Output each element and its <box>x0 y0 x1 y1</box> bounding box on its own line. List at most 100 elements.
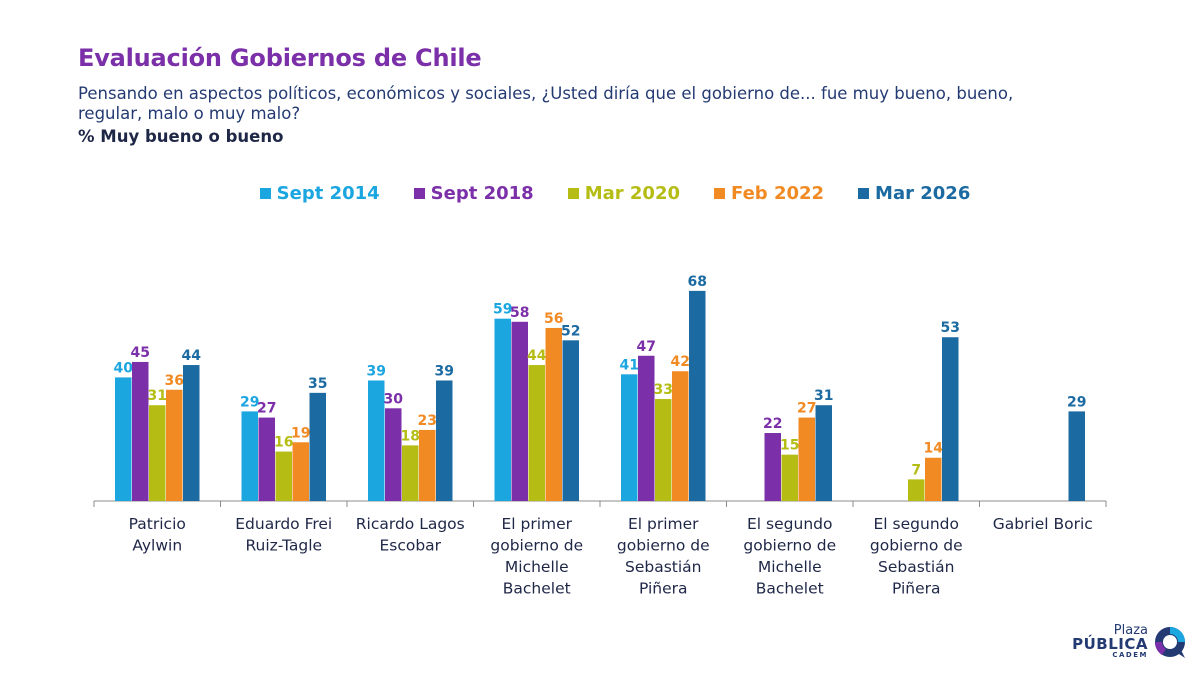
category-label-line: gobierno de <box>743 537 836 555</box>
bar-value-label-3-2: 44 <box>527 348 547 364</box>
category-label-3: El primer gobierno de Michelle Bachelet <box>490 515 583 598</box>
bar-3-1 <box>511 321 528 501</box>
bar-value-label-5-2: 15 <box>780 438 799 454</box>
bar-2-3 <box>419 429 436 501</box>
bar-3-3 <box>545 327 562 501</box>
bar-value-label-1-0: 29 <box>240 394 259 410</box>
bar-3-0 <box>494 318 511 501</box>
bar-value-label-0-1: 45 <box>131 345 150 361</box>
bar-4-4 <box>689 290 706 501</box>
legend-swatch-4 <box>858 187 870 199</box>
category-label-line: Piñera <box>639 580 688 598</box>
category-label-line: Ruiz-Tagle <box>245 537 322 555</box>
chart-title: Evaluación Gobiernos de Chile <box>78 44 482 72</box>
bar-0-1 <box>132 361 149 501</box>
bar-value-label-0-3: 36 <box>165 373 184 389</box>
legend-item-4: Mar 2026 <box>858 183 970 204</box>
plaza-publica-logo: Plaza PÚBLICA CADEM <box>1070 620 1190 665</box>
category-label-line: gobierno de <box>870 537 963 555</box>
bar-value-label-3-0: 59 <box>493 302 512 318</box>
bar-2-2 <box>402 445 419 501</box>
bar-4-0 <box>621 374 638 501</box>
bar-1-4 <box>309 392 326 501</box>
chart-subtitle: Pensando en aspectos políticos, económic… <box>78 84 1014 123</box>
bar-value-label-1-2: 16 <box>274 435 293 451</box>
category-label-line: Piñera <box>892 580 941 598</box>
category-label-line: El segundo <box>874 515 959 533</box>
logo-line-plaza: Plaza <box>1113 623 1148 638</box>
bar-value-label-5-3: 27 <box>797 401 816 417</box>
category-label-6: El segundo gobierno de Sebastián Piñera <box>870 515 963 598</box>
bar-value-label-4-2: 33 <box>654 382 673 398</box>
category-label-line: Eduardo Frei <box>235 515 332 533</box>
bar-0-2 <box>149 405 166 501</box>
bar-value-label-2-0: 39 <box>367 363 386 379</box>
bar-1-1 <box>258 417 275 501</box>
bar-6-4 <box>942 337 959 501</box>
category-label-1: Eduardo Frei Ruiz-Tagle <box>235 515 332 555</box>
category-label-line: Ricardo Lagos <box>356 515 465 533</box>
category-label-line: Sebastián <box>625 558 702 576</box>
bar-value-label-4-3: 42 <box>671 354 690 370</box>
bar-value-label-6-4: 53 <box>941 320 960 336</box>
category-label-line: Escobar <box>379 537 441 555</box>
legend-swatch-3 <box>714 187 726 199</box>
bar-5-3 <box>798 417 815 501</box>
category-label-2: Ricardo Lagos Escobar <box>356 515 465 555</box>
bar-0-4 <box>183 365 200 501</box>
legend-label-1: Sept 2018 <box>430 182 534 204</box>
bar-value-label-3-1: 58 <box>510 305 529 321</box>
bar-4-1 <box>638 355 655 501</box>
bar-2-0 <box>368 380 385 501</box>
category-label-line: El primer <box>501 515 572 533</box>
legend-item-1: Sept 2018 <box>413 182 534 204</box>
legend-swatch-2 <box>567 187 579 199</box>
bar-value-label-4-4: 68 <box>688 274 707 290</box>
bar-2-1 <box>385 408 402 501</box>
legend-swatch-1 <box>413 187 425 199</box>
category-label-line: gobierno de <box>617 537 710 555</box>
bar-3-4 <box>562 340 579 501</box>
bar-1-0 <box>241 411 258 501</box>
legend-swatch-0 <box>259 187 271 199</box>
bar-6-3 <box>925 457 942 501</box>
measure-label: % Muy bueno o bueno <box>78 127 284 146</box>
legend-label-4: Mar 2026 <box>875 182 971 204</box>
category-label-line: Bachelet <box>503 580 571 598</box>
category-label-4: El primer gobierno de Sebastián Piñera <box>617 515 710 598</box>
bar-2-4 <box>436 380 453 501</box>
category-label-line: Sebastián <box>878 558 955 576</box>
legend-label-2: Mar 2020 <box>584 182 681 204</box>
bar-value-label-2-3: 23 <box>418 413 437 429</box>
bar-7-4 <box>1068 411 1085 501</box>
bar-value-label-5-4: 31 <box>814 388 833 404</box>
bar-5-1 <box>764 433 781 501</box>
category-label-line: El segundo <box>747 515 832 533</box>
category-label-0: Patricio Aylwin <box>129 515 186 555</box>
bar-3-2 <box>528 365 545 501</box>
category-label-line: gobierno de <box>490 537 583 555</box>
category-label-line: Michelle <box>758 558 822 576</box>
bar-value-label-1-4: 35 <box>308 376 327 392</box>
legend-label-0: Sept 2014 <box>276 182 380 204</box>
category-label-line: El primer <box>628 515 699 533</box>
logo-line-cadem: CADEM <box>1112 651 1148 659</box>
bar-4-2 <box>655 399 672 501</box>
bar-5-4 <box>815 405 832 501</box>
bar-value-label-3-3: 56 <box>544 311 563 327</box>
bar-value-label-0-4: 44 <box>182 348 202 364</box>
legend-item-0: Sept 2014 <box>259 182 380 204</box>
bar-value-label-0-0: 40 <box>114 360 134 376</box>
bar-value-label-4-0: 41 <box>620 357 639 373</box>
category-label-7: Gabriel Boric <box>993 515 1093 533</box>
logo-line-publica: PÚBLICA <box>1072 635 1148 653</box>
bar-value-label-6-2: 7 <box>911 462 921 478</box>
bar-value-label-3-4: 52 <box>561 323 580 339</box>
bar-4-3 <box>672 371 689 501</box>
bar-value-label-2-1: 30 <box>384 391 404 407</box>
chart-legend: Sept 2014 Sept 2018 Mar 2020 Feb 2022 Mar 20… <box>0 180 1200 206</box>
bar-0-0 <box>115 377 132 501</box>
legend-item-2: Mar 2020 <box>567 182 681 204</box>
bar-value-label-0-2: 31 <box>148 388 167 404</box>
